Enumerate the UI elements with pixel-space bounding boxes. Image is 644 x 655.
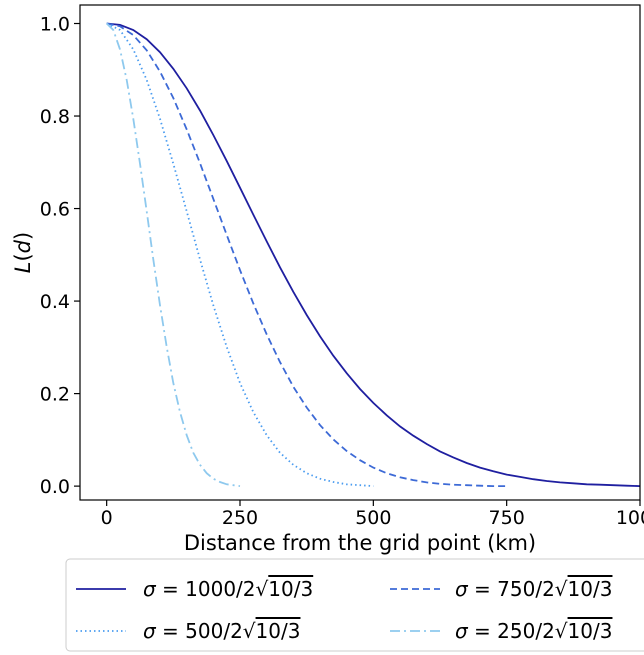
x-tick-label: 750 — [489, 507, 525, 529]
y-axis-ticks: 0.0 0.2 0.4 0.6 0.8 1.0 — [40, 14, 80, 498]
y-tick-label: 0.2 — [40, 384, 70, 406]
x-axis-title: Distance from the grid point (km) — [184, 531, 536, 555]
series-line-2 — [106, 22, 507, 487]
y-tick-label: 1.0 — [40, 14, 70, 36]
series-layer — [106, 22, 641, 487]
series-line-1 — [106, 22, 641, 487]
legend-label: σ = 250/2√10/3 — [455, 619, 612, 643]
x-tick-label: 1000 — [616, 507, 644, 529]
legend: σ = 1000/2√10/3 σ = 750/2√10/3 σ = 500/2√1… — [65, 558, 644, 652]
y-tick-label: 0.8 — [40, 106, 70, 128]
plot-frame — [79, 4, 641, 501]
legend-label: σ = 750/2√10/3 — [455, 577, 612, 601]
legend-label: σ = 1000/2√10/3 — [143, 577, 313, 601]
x-tick-label: 500 — [355, 507, 391, 529]
series-line-3 — [106, 22, 374, 487]
y-axis-title: L(d) — [11, 232, 35, 273]
legend-label: σ = 500/2√10/3 — [143, 619, 300, 643]
legend-box — [65, 558, 644, 652]
series-line-4 — [106, 22, 241, 487]
y-tick-label: 0.6 — [40, 199, 70, 221]
y-tick-label: 0.0 — [40, 476, 70, 498]
x-axis-ticks: 0 250 500 750 1000 — [101, 500, 644, 529]
y-tick-label: 0.4 — [40, 291, 70, 313]
x-tick-label: 0 — [101, 507, 113, 529]
x-tick-label: 250 — [222, 507, 258, 529]
